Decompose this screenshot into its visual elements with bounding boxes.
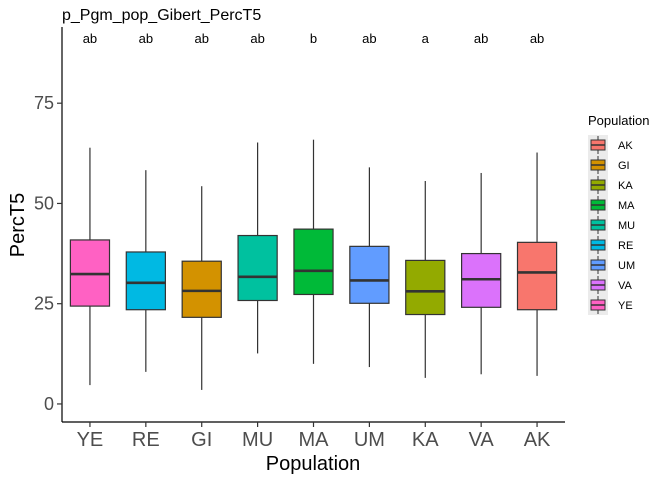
legend-label: AK: [618, 140, 633, 152]
legend-item-mu: MU: [588, 215, 635, 235]
box-iqr: [516, 241, 558, 311]
x-axis: YE RE GI MU MA UM KA VA AK: [77, 422, 551, 451]
box-ka: a: [405, 31, 446, 378]
legend-label: MU: [618, 220, 635, 232]
box-iqr: [237, 234, 278, 302]
significance-label: ab: [83, 31, 97, 46]
box-ma: b: [293, 31, 334, 364]
x-tick-label: GI: [191, 429, 212, 451]
y-tick-label: 75: [34, 93, 54, 113]
legend-item-va: VA: [588, 275, 633, 295]
legend-label: UM: [618, 260, 635, 272]
significance-label: b: [310, 31, 317, 46]
legend-item-um: UM: [588, 255, 635, 275]
box-iqr: [405, 259, 446, 316]
significance-label: ab: [530, 31, 544, 46]
legend-label: GI: [618, 160, 630, 172]
significance-label: ab: [474, 31, 488, 46]
plot-area: ab ab ab ab b ab a ab ab: [69, 31, 558, 390]
legend-item-gi: GI: [588, 155, 630, 175]
legend-label: KA: [618, 180, 633, 192]
legend-label: MA: [618, 200, 635, 212]
box-iqr: [293, 228, 334, 296]
x-tick-label: UM: [354, 429, 385, 451]
legend-item-ka: KA: [588, 175, 633, 195]
y-axis-title: PercT5: [7, 193, 29, 257]
x-axis-title: Population: [266, 453, 361, 475]
y-tick-label: 25: [34, 294, 54, 314]
x-tick-label: VA: [469, 429, 495, 451]
x-tick-label: KA: [412, 429, 439, 451]
box-um: ab: [349, 31, 390, 368]
box-gi: ab: [181, 31, 222, 390]
significance-label: ab: [139, 31, 153, 46]
box-iqr: [349, 245, 390, 304]
y-tick-label: 0: [44, 394, 54, 414]
significance-label: ab: [194, 31, 208, 46]
legend-title: Population: [588, 113, 649, 128]
legend-label: RE: [618, 240, 633, 252]
x-tick-label: AK: [524, 429, 551, 451]
y-tick-label: 50: [34, 193, 54, 213]
box-iqr: [125, 251, 166, 311]
chart-title: p_Pgm_pop_Gibert_PercT5: [62, 7, 261, 24]
significance-label: ab: [362, 31, 376, 46]
legend-item-ak: AK: [588, 135, 633, 155]
box-ak: ab: [516, 31, 558, 376]
legend-label: VA: [618, 280, 633, 292]
legend: Population AK GI KA MA MU RE UM VA YE: [588, 113, 649, 315]
box-re: ab: [125, 31, 166, 372]
legend-item-ma: MA: [588, 195, 635, 215]
x-tick-label: MA: [299, 429, 330, 451]
y-axis: 0 25 50 75: [34, 93, 62, 414]
box-ye: ab: [69, 31, 111, 386]
box-mu: ab: [237, 31, 278, 354]
x-tick-label: YE: [77, 429, 104, 451]
significance-label: a: [422, 31, 430, 46]
legend-item-ye: YE: [588, 295, 633, 315]
significance-label: ab: [250, 31, 264, 46]
x-tick-label: RE: [132, 429, 160, 451]
legend-item-re: RE: [588, 235, 633, 255]
box-iqr: [181, 260, 222, 318]
x-tick-label: MU: [242, 429, 273, 451]
box-va: ab: [461, 31, 502, 375]
legend-label: YE: [618, 300, 633, 312]
